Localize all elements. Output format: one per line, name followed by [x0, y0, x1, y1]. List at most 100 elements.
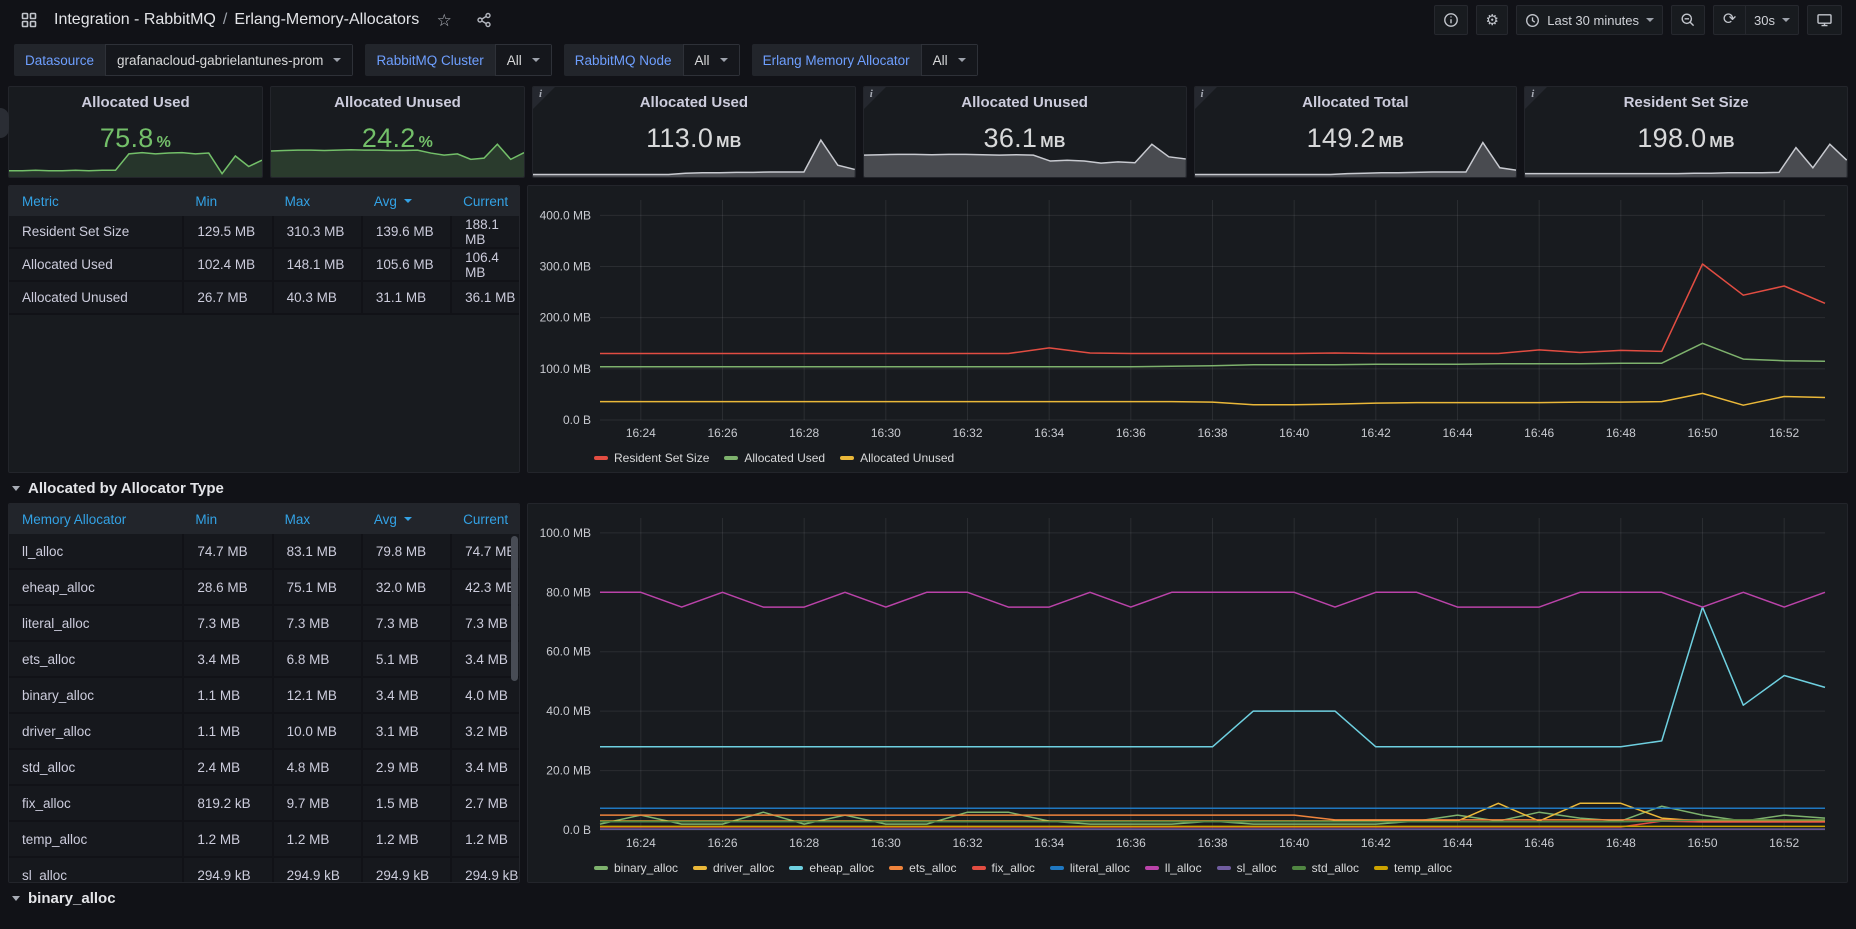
col-header-current[interactable]: Current	[450, 186, 519, 216]
svg-text:16:36: 16:36	[1116, 836, 1146, 850]
share-icon[interactable]	[469, 6, 499, 34]
legend-swatch	[1216, 865, 1231, 870]
filter-value-rabbitmq-node[interactable]: All	[682, 44, 740, 76]
panel-info-corner[interactable]	[1194, 87, 1217, 109]
allocator-timeseries-legend: binary_alloc driver_alloc eheap_alloc ets_a…	[536, 857, 1839, 878]
col-header-max[interactable]: Max	[272, 504, 361, 534]
svg-text:16:26: 16:26	[707, 836, 737, 850]
series-ets-alloc	[600, 814, 1825, 821]
legend-item-literal-alloc[interactable]: literal_alloc	[1049, 860, 1130, 875]
svg-text:100.0 MB: 100.0 MB	[540, 362, 591, 376]
legend-item-fix-alloc[interactable]: fix_alloc	[971, 860, 1035, 875]
zoom-out-button[interactable]	[1671, 5, 1706, 35]
col-header-current[interactable]: Current	[450, 504, 519, 534]
refresh-button-group: ⟳ 30s	[1713, 5, 1799, 35]
top-navbar: Integration - RabbitMQ / Erlang-Memory-A…	[0, 0, 1856, 40]
breadcrumb-folder[interactable]: Integration - RabbitMQ	[54, 11, 216, 28]
section-allocated-by-allocator-type[interactable]: Allocated by Allocator Type	[0, 473, 1856, 503]
svg-text:200.0 MB: 200.0 MB	[540, 311, 591, 325]
time-range-picker[interactable]: Last 30 minutes	[1516, 5, 1664, 35]
legend-item-eheap-alloc[interactable]: eheap_alloc	[789, 861, 874, 875]
legend-item-allocated-used[interactable]: Allocated Used	[724, 451, 825, 465]
panel-info-corner[interactable]	[1525, 87, 1548, 109]
cell-value: 6.8 MB	[271, 642, 361, 676]
stat-panel-allocated-used[interactable]: Allocated Used 75.8%	[8, 86, 263, 178]
legend-label: fix_alloc	[991, 860, 1035, 875]
col-header-avg[interactable]: Avg	[361, 504, 450, 534]
cell-value: 79.8 MB	[360, 534, 450, 568]
stat-panel-allocated-used[interactable]: i Allocated Used 113.0 MB	[532, 86, 856, 178]
svg-text:16:32: 16:32	[952, 836, 982, 850]
dashboard-settings-button[interactable]: ⚙	[1476, 5, 1509, 35]
stat-panel-resident-set-size[interactable]: i Resident Set Size 198.0 MB	[1524, 86, 1848, 178]
legend-item-std-alloc[interactable]: std_alloc	[1291, 861, 1359, 875]
filter-erlang-memory-allocator: Erlang Memory Allocator All	[751, 44, 978, 76]
cell-value: 4.8 MB	[271, 750, 361, 784]
svg-text:16:28: 16:28	[789, 836, 819, 850]
cell-value: 294.9 kB	[271, 858, 361, 882]
col-header-avg[interactable]: Avg	[361, 186, 450, 216]
col-header-min[interactable]: Min	[182, 504, 271, 534]
filter-value-rabbitmq-cluster[interactable]: All	[494, 44, 552, 76]
legend-item-ets-alloc[interactable]: ets_alloc	[889, 861, 957, 875]
legend-item-temp-alloc[interactable]: temp_alloc	[1374, 861, 1452, 875]
col-header-max[interactable]: Max	[272, 186, 361, 216]
legend-label: Allocated Unused	[860, 450, 955, 465]
refresh-button[interactable]: ⟳	[1713, 5, 1746, 35]
legend-item-resident-set-size[interactable]: Resident Set Size	[594, 451, 709, 465]
stat-title: Allocated Used	[639, 94, 749, 111]
svg-text:300.0 MB: 300.0 MB	[540, 260, 591, 274]
series-resident-set-size	[600, 263, 1826, 355]
section-binary-alloc[interactable]: binary_alloc	[0, 883, 1856, 913]
sidebar-handle[interactable]	[0, 108, 9, 138]
stat-value-number: 24.2	[361, 123, 416, 153]
cell-label: sl_alloc	[22, 867, 68, 883]
stat-panel-allocated-unused[interactable]: Allocated Unused 24.2%	[270, 86, 525, 178]
overview-row: Metric Min Max Avg Current Resident Set Size 1…	[0, 185, 1856, 473]
stat-panel-row: Allocated Used 75.8% Allocated Unused 24.2%…	[0, 86, 1856, 178]
legend-item-allocated-unused[interactable]: Allocated Unused	[840, 451, 954, 465]
refresh-interval-dropdown[interactable]: 30s	[1745, 5, 1799, 35]
cell-label: eheap_alloc	[22, 579, 95, 595]
breadcrumb: Integration - RabbitMQ / Erlang-Memory-A…	[54, 11, 419, 29]
breadcrumb-dashboard-title[interactable]: Erlang-Memory-Allocators	[234, 11, 420, 28]
col-header-min[interactable]: Min	[182, 186, 271, 216]
cell-label: fix_alloc	[22, 795, 71, 811]
cell-value: 3.4 MB	[360, 678, 450, 712]
stat-value-number: 75.8	[99, 123, 154, 153]
cell-value: 10.0 MB	[271, 714, 361, 748]
series-eheap-alloc	[600, 606, 1826, 748]
legend-label: sl_alloc	[1236, 860, 1277, 875]
dashboard-info-button[interactable]	[1434, 5, 1469, 35]
memory-timeseries-plot[interactable]: 16:24 16:26 16:28 16:30 16:32 16:34 16:36 16:38…	[536, 192, 1839, 447]
panel-info-corner[interactable]	[533, 87, 555, 109]
tv-mode-button[interactable]	[1807, 5, 1842, 35]
col-header-memory-allocator[interactable]: Memory Allocator	[9, 504, 182, 534]
legend-label: literal_alloc	[1069, 860, 1130, 875]
panel-info-corner[interactable]	[863, 87, 886, 109]
cell-label: binary_alloc	[22, 687, 95, 703]
legend-item-sl-alloc[interactable]: sl_alloc	[1216, 860, 1277, 875]
table-row-sl-alloc: sl_alloc 294.9 kB 294.9 kB 294.9 kB 294.9 kB	[9, 858, 519, 883]
cell-value: 12.1 MB	[271, 678, 361, 712]
stat-panel-allocated-unused[interactable]: i Allocated Unused 36.1 MB	[862, 86, 1187, 178]
legend-swatch	[693, 865, 708, 870]
table-scrollbar[interactable]	[511, 536, 518, 681]
stat-value-number: 149.2	[1306, 123, 1376, 153]
col-header-metric[interactable]: Metric	[9, 186, 182, 216]
cell-value: 74.7 MB	[450, 534, 519, 568]
legend-item-binary-alloc[interactable]: binary_alloc	[594, 861, 678, 875]
stat-title: Resident Set Size	[1623, 94, 1749, 111]
svg-text:16:40: 16:40	[1279, 836, 1309, 850]
star-icon[interactable]: ☆	[436, 10, 452, 30]
dashboards-grid-icon[interactable]	[14, 6, 44, 34]
table-row-resident-set-size: Resident Set Size 129.5 MB 310.3 MB 139.6 M…	[9, 216, 519, 249]
filter-value-erlang-memory-allocator[interactable]: All	[920, 44, 978, 76]
filter-value-datasource[interactable]: grafanacloud-gabrielantunes-prom	[105, 44, 354, 76]
stat-title: Allocated Unused	[334, 94, 461, 111]
stat-panel-allocated-total[interactable]: i Allocated Total 149.2 MB	[1193, 86, 1518, 178]
nav-left: Integration - RabbitMQ / Erlang-Memory-A…	[14, 6, 499, 34]
legend-item-driver-alloc[interactable]: driver_alloc	[693, 861, 774, 875]
legend-item-ll-alloc[interactable]: ll_alloc	[1144, 861, 1202, 875]
allocator-timeseries-plot[interactable]: 16:24 16:26 16:28 16:30 16:32 16:34 16:36 16:38…	[536, 510, 1839, 857]
